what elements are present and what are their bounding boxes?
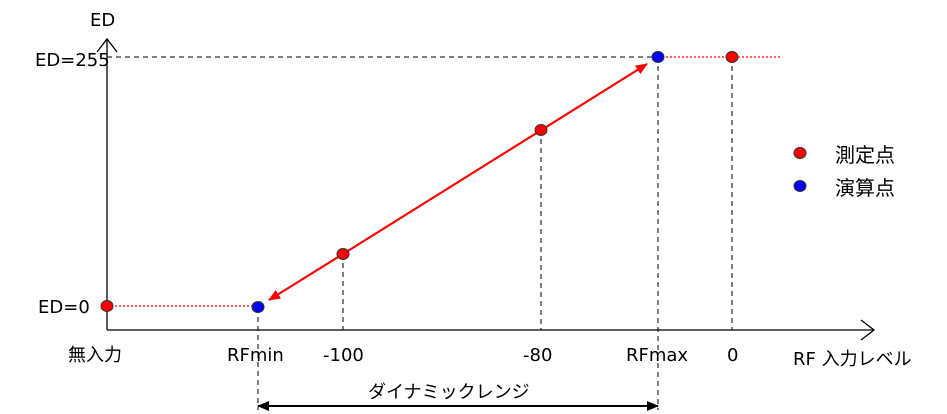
calculated-point-rfmin: [251, 301, 265, 313]
x-axis-label: RF 入力レベル: [793, 349, 912, 370]
legend-calculated-marker: [793, 180, 807, 192]
y-axis-label: ED: [90, 10, 115, 31]
y-tick-label-255: ED=255: [35, 50, 110, 71]
measured-point-zero: [725, 51, 739, 63]
legend: 測定点 演算点: [793, 143, 895, 200]
x-tick-label-rfmax: RFmax: [626, 345, 688, 366]
x-tick-label-rfmin: RFmin: [227, 345, 284, 366]
x-tick-label-no-input: 無入力: [68, 345, 122, 366]
linear-range-line: [268, 253, 344, 301]
measured-point-minus80: [534, 124, 548, 136]
linear-range-line: [342, 63, 648, 255]
x-axis-arrow-icon: [860, 319, 876, 341]
measured-point-minus100: [336, 248, 350, 260]
calculated-point-rfmax: [651, 51, 665, 63]
x-tick-label-minus80: -80: [523, 345, 552, 366]
x-tick-label-minus100: -100: [323, 345, 364, 366]
x-tick-label-0: 0: [727, 345, 738, 366]
dynamic-range-label: ダイナミックレンジ: [368, 382, 530, 403]
measured-point-no-input: [100, 300, 114, 312]
y-tick-label-0: ED=0: [38, 297, 90, 318]
legend-calculated-label: 演算点: [835, 176, 895, 200]
legend-measured-label: 測定点: [835, 143, 895, 167]
y-axis-arrow-icon: [96, 37, 118, 53]
legend-measured-marker: [793, 147, 807, 159]
